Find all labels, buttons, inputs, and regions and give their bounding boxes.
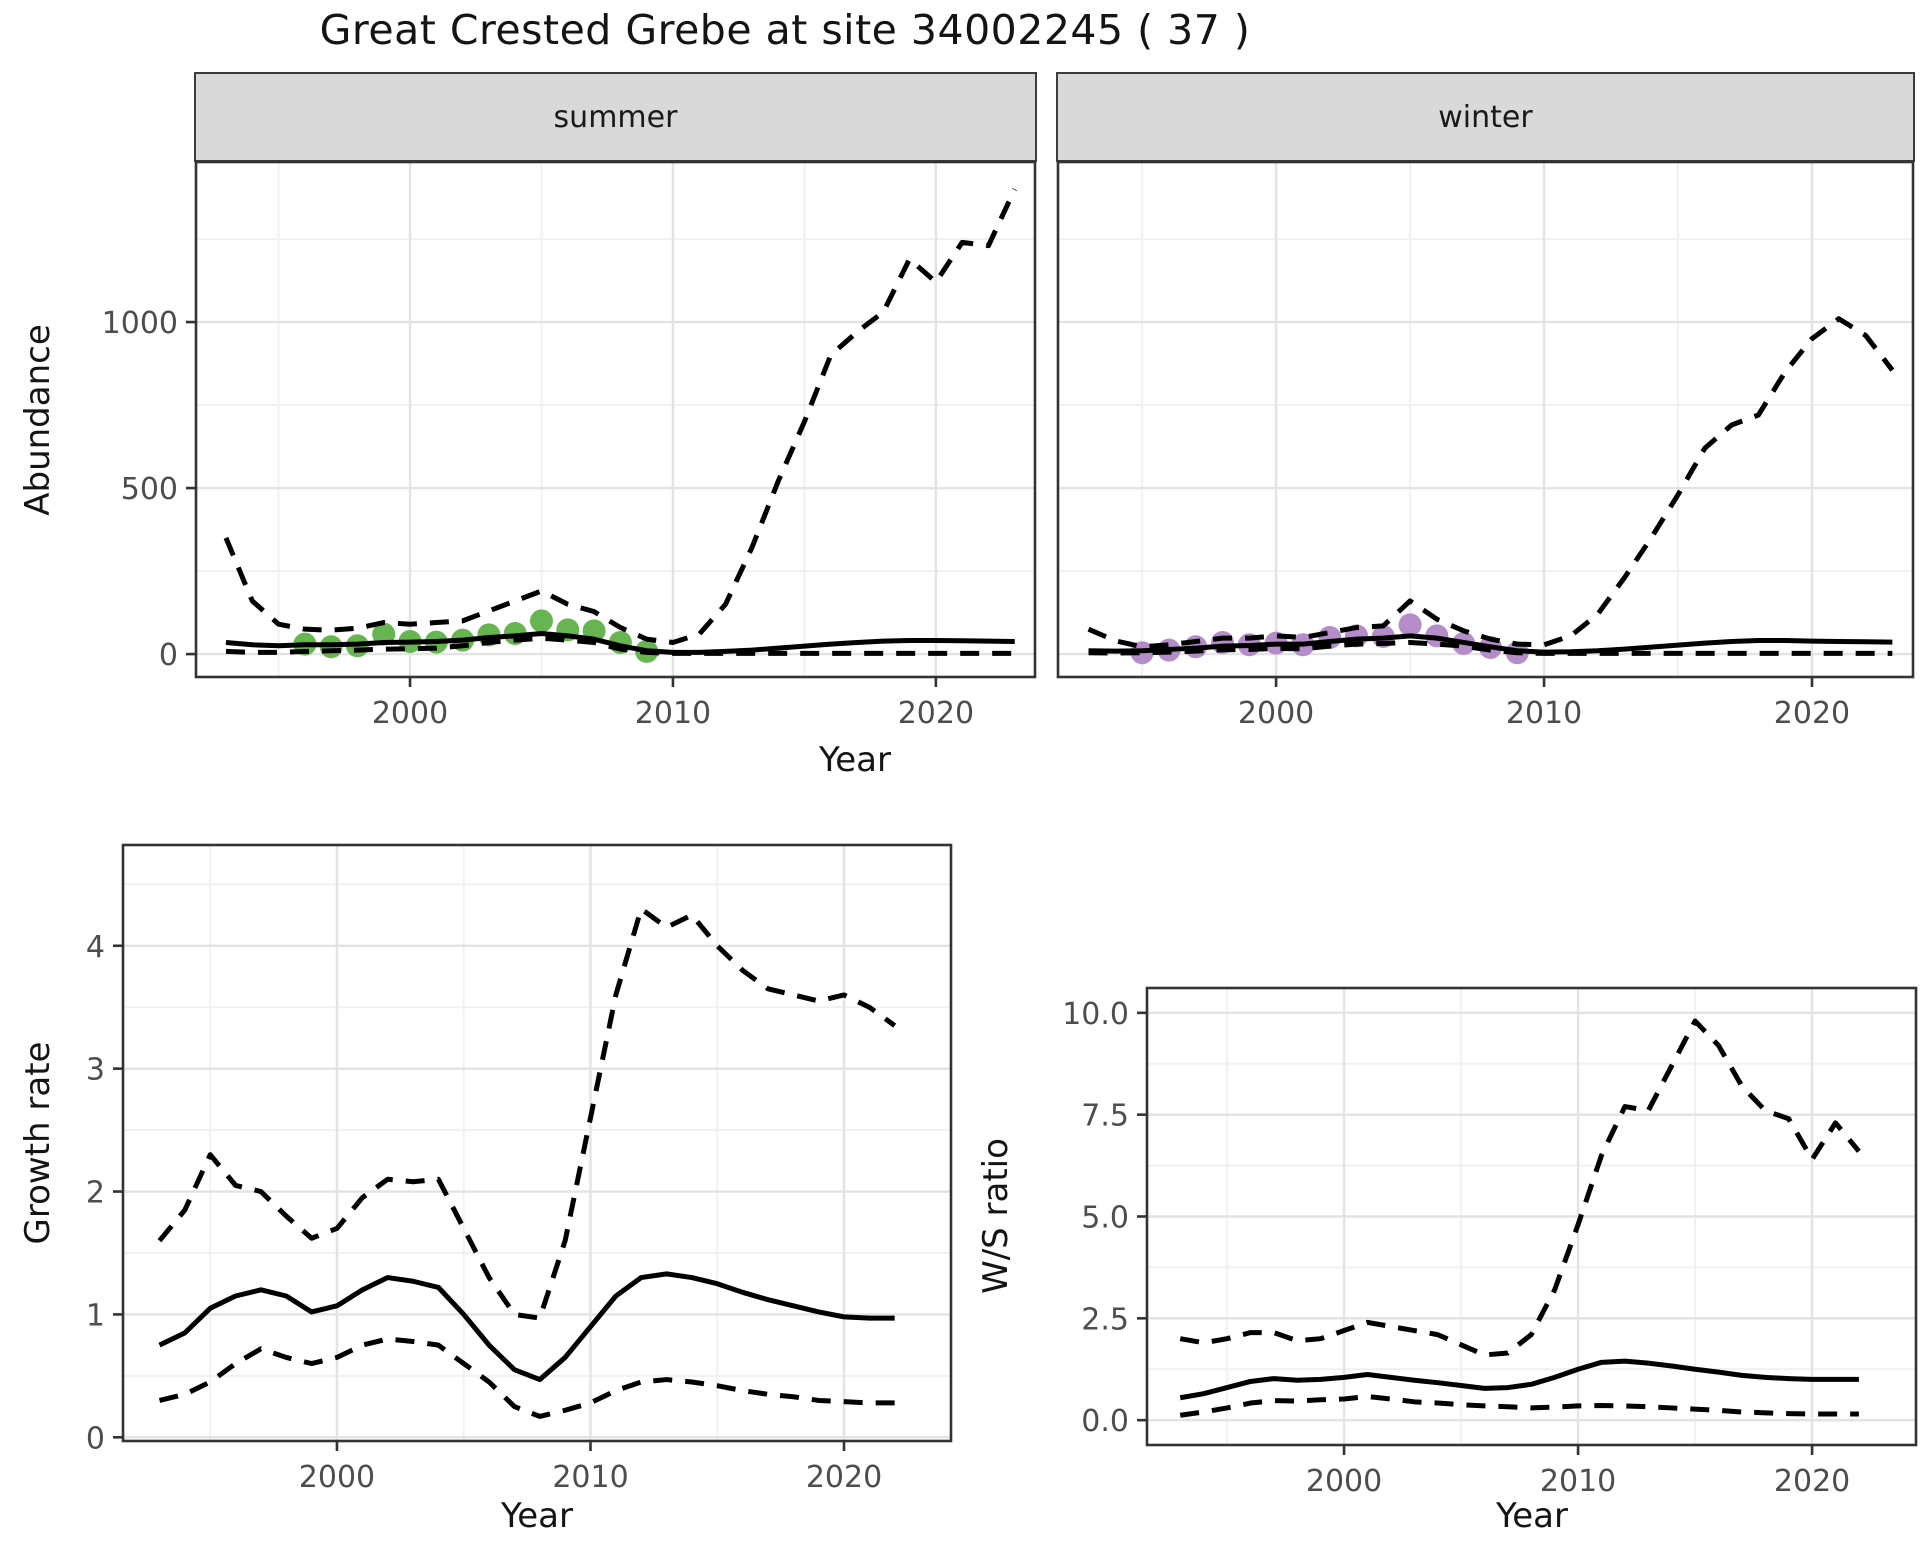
svg-text:2010: 2010 xyxy=(635,696,711,731)
svg-text:0.0: 0.0 xyxy=(1081,1404,1129,1439)
facet-strip-summer-label: summer xyxy=(553,99,678,135)
figure-title: Great Crested Grebe at site 34002245 ( 3… xyxy=(319,6,1251,54)
facet-strip-summer: summer xyxy=(194,72,1037,162)
svg-text:2: 2 xyxy=(86,1176,105,1211)
svg-text:4: 4 xyxy=(86,930,105,965)
svg-text:2000: 2000 xyxy=(1306,1464,1382,1499)
svg-text:2000: 2000 xyxy=(299,1460,375,1495)
svg-text:2010: 2010 xyxy=(552,1460,628,1495)
panel-abundance-summer: 2000 2010 2020 0 500 1000 xyxy=(102,160,1037,731)
facet-strip-winter-label: winter xyxy=(1438,99,1533,135)
svg-text:3: 3 xyxy=(86,1053,105,1088)
svg-text:2000: 2000 xyxy=(1238,696,1314,731)
svg-text:7.5: 7.5 xyxy=(1081,1099,1129,1134)
svg-text:2010: 2010 xyxy=(1540,1464,1616,1499)
svg-text:2000: 2000 xyxy=(372,696,448,731)
svg-text:1000: 1000 xyxy=(102,306,178,341)
svg-text:0: 0 xyxy=(159,638,178,673)
svg-text:2020: 2020 xyxy=(898,696,974,731)
svg-text:2.5: 2.5 xyxy=(1081,1302,1129,1337)
svg-text:2010: 2010 xyxy=(1506,696,1582,731)
panel-abundance-winter: 2000 2010 2020 xyxy=(1056,160,1915,731)
svg-text:10.0: 10.0 xyxy=(1062,997,1129,1032)
svg-text:2020: 2020 xyxy=(1774,1464,1850,1499)
facet-strip-winter: winter xyxy=(1056,72,1915,162)
svg-text:0: 0 xyxy=(86,1421,105,1456)
year-axis-label-ws: Year xyxy=(1496,1496,1568,1536)
svg-text:2020: 2020 xyxy=(1774,696,1850,731)
svg-text:1: 1 xyxy=(86,1298,105,1333)
svg-text:500: 500 xyxy=(121,472,178,507)
year-axis-label-top: Year xyxy=(819,740,891,780)
svg-text:5.0: 5.0 xyxy=(1081,1201,1129,1236)
panel-ws-ratio: 2000 2010 2020 0.0 2.5 5.0 7.5 10.0 xyxy=(1062,986,1918,1499)
panel-growth-rate: 2000 2010 2020 0 1 2 3 4 xyxy=(86,843,953,1495)
year-axis-label-growth: Year xyxy=(501,1496,573,1536)
svg-text:2020: 2020 xyxy=(806,1460,882,1495)
